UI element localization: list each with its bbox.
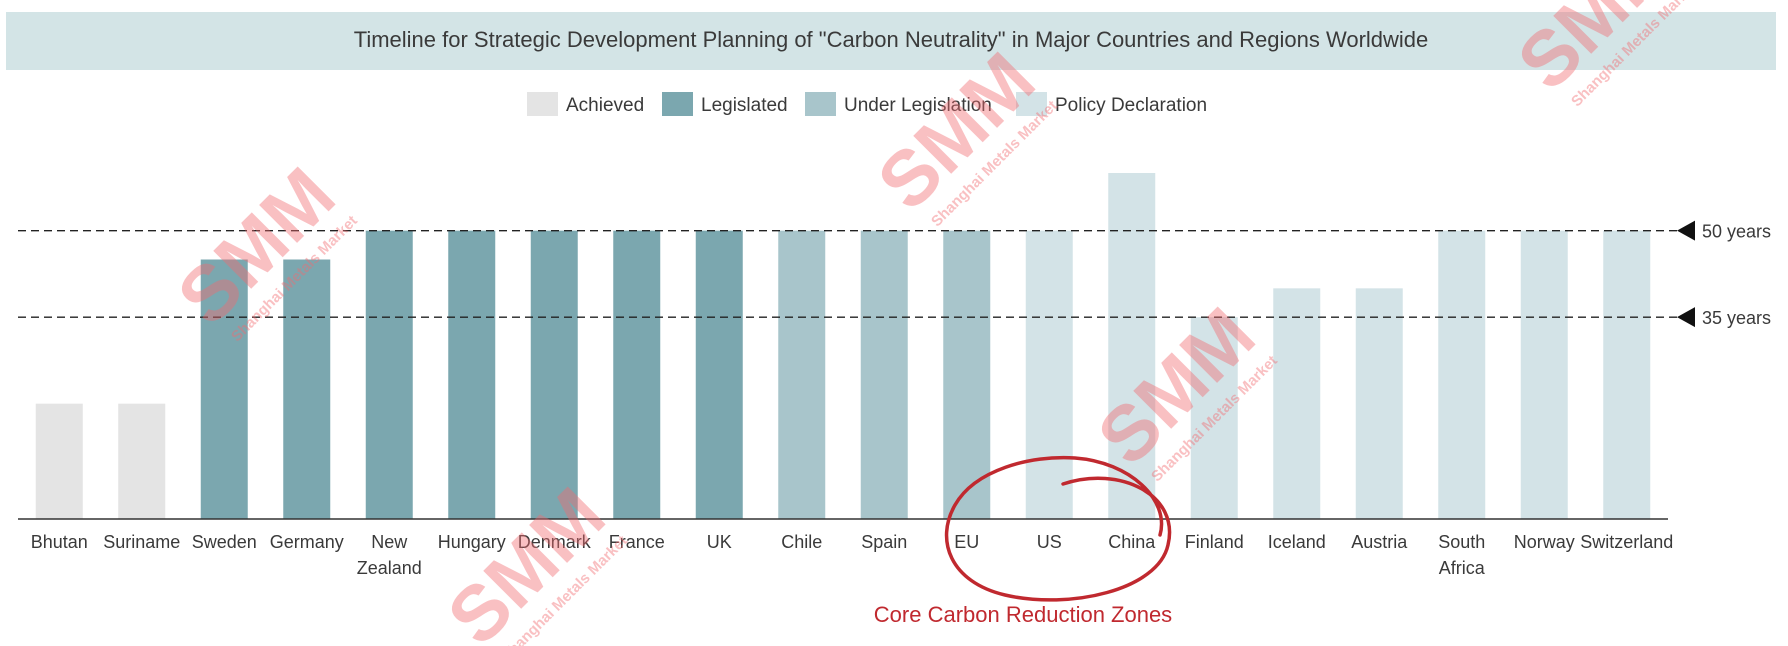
reference-line-35-years: 35 years (18, 307, 1771, 328)
category-label-south-africa: South Africa (1438, 532, 1486, 578)
legend-label-achieved: Achieved (566, 95, 644, 116)
category-label-germany: Germany (270, 532, 344, 552)
category-label-hungary: Hungary (438, 532, 506, 552)
legend-swatch-policy-declaration (1016, 92, 1047, 116)
legend-item-under-legislation: Under Legislation (805, 92, 992, 116)
bar-germany (283, 259, 331, 519)
category-label-china: China (1108, 532, 1156, 552)
category-label-spain: Spain (861, 532, 907, 552)
reference-arrow-icon (1677, 307, 1695, 328)
bar-finland (1190, 317, 1238, 519)
chart-title: Timeline for Strategic Development Plann… (354, 27, 1429, 52)
legend-item-achieved: Achieved (527, 92, 644, 116)
bar-iceland (1273, 288, 1321, 519)
bar-switzerland (1603, 230, 1651, 519)
bar-south-africa (1438, 230, 1486, 519)
bar-us (1025, 230, 1073, 519)
category-label-uk: UK (707, 532, 732, 552)
category-label-suriname: Suriname (103, 532, 180, 552)
bar-sweden (200, 259, 248, 519)
reference-label-50-years: 50 years (1702, 222, 1771, 242)
reference-line-50-years: 50 years (18, 220, 1771, 242)
category-label-new-zealand: New Zealand (357, 532, 422, 578)
bar-denmark (530, 230, 578, 519)
category-label-denmark: Denmark (518, 532, 592, 552)
bar-suriname (118, 403, 166, 519)
bar-eu (943, 230, 991, 519)
reference-lines: 50 years 35 years (18, 220, 1771, 328)
legend: Achieved Legislated Under Legislation Polic… (527, 92, 1207, 116)
legend-swatch-achieved (527, 92, 558, 116)
category-label-iceland: Iceland (1268, 532, 1326, 552)
bar-uk (695, 230, 743, 519)
bars-group (35, 173, 1651, 519)
bar-chile (778, 230, 826, 519)
category-label-switzerland: Switzerland (1580, 532, 1673, 552)
legend-swatch-legislated (662, 92, 693, 116)
bar-austria (1355, 288, 1403, 519)
bar-norway (1520, 230, 1568, 519)
legend-item-legislated: Legislated (662, 92, 788, 116)
legend-swatch-under-legislation (805, 92, 836, 116)
category-label-eu: EU (954, 532, 979, 552)
category-label-austria: Austria (1351, 532, 1408, 552)
category-labels: Bhutan Suriname Sweden Germany New Zealand Hun… (31, 532, 1674, 578)
legend-label-under-legislation: Under Legislation (844, 95, 992, 116)
core-zones-annotation: Core Carbon Reduction Zones (874, 455, 1172, 627)
title-band (6, 12, 1776, 70)
reference-arrow-icon (1677, 220, 1695, 241)
bar-hungary (448, 230, 496, 519)
bar-france (613, 230, 661, 519)
bar-spain (860, 230, 908, 519)
category-label-finland: Finland (1185, 532, 1244, 552)
legend-label-policy-declaration: Policy Declaration (1055, 95, 1207, 116)
category-label-france: France (609, 532, 665, 552)
legend-item-policy-declaration: Policy Declaration (1016, 92, 1207, 116)
category-label-us: US (1037, 532, 1062, 552)
bar-new-zealand (365, 230, 413, 519)
annotation-circle (944, 455, 1172, 602)
legend-label-legislated: Legislated (701, 95, 788, 116)
category-label-bhutan: Bhutan (31, 532, 88, 552)
category-label-sweden: Sweden (192, 532, 257, 552)
category-label-norway: Norway (1514, 532, 1575, 552)
category-label-chile: Chile (781, 532, 822, 552)
annotation-text: Core Carbon Reduction Zones (874, 602, 1172, 627)
reference-label-35-years: 35 years (1702, 308, 1771, 328)
bar-bhutan (35, 403, 83, 519)
